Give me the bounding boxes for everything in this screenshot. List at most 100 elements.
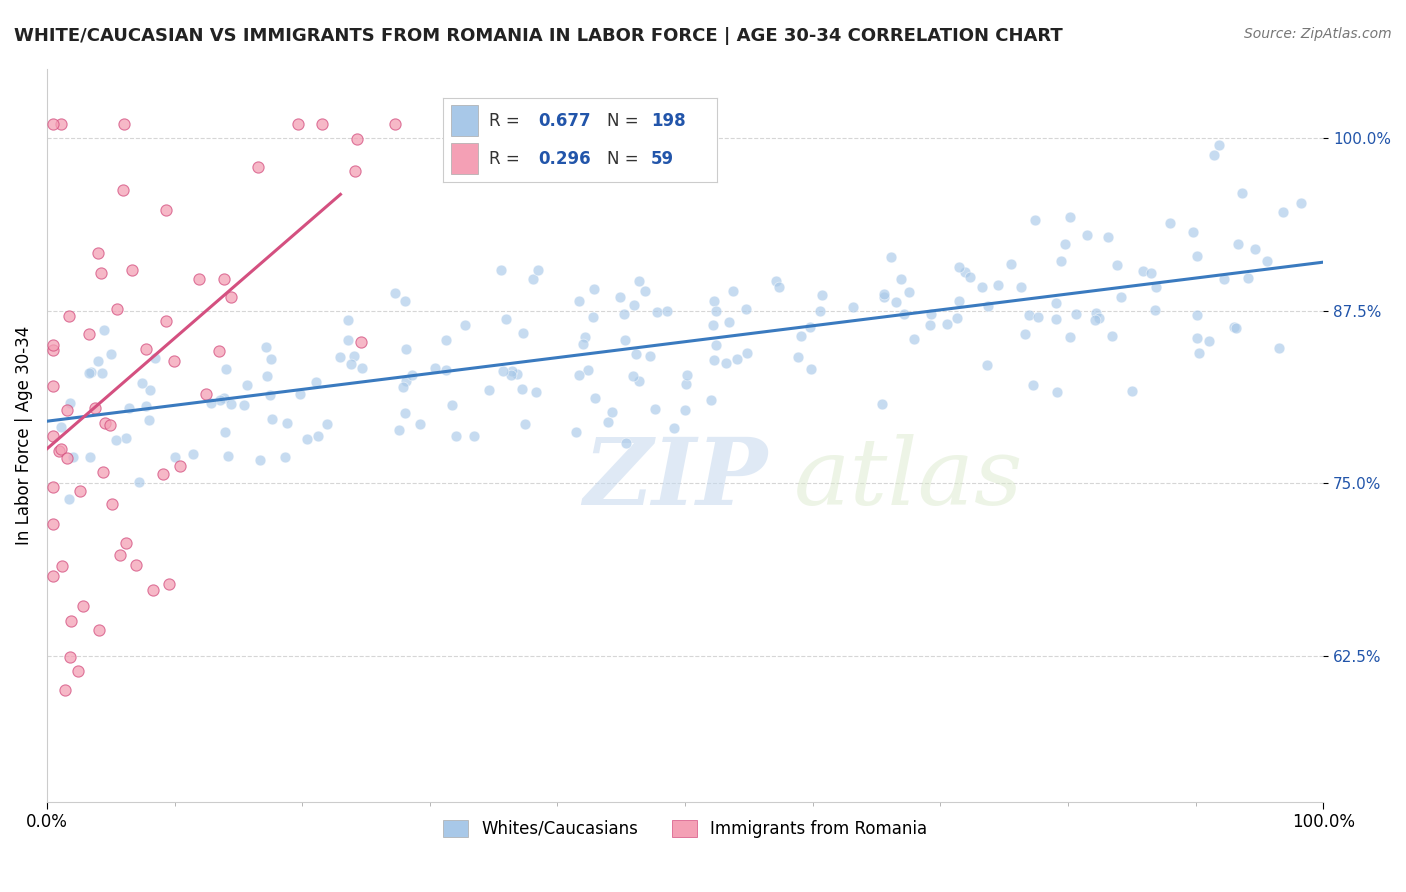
Point xyxy=(394,375,416,389)
Point xyxy=(842,300,865,314)
Point xyxy=(112,183,135,197)
Point xyxy=(1045,296,1067,310)
Point xyxy=(768,280,790,294)
Point xyxy=(187,272,209,286)
Point xyxy=(101,497,124,511)
Point xyxy=(388,423,411,437)
Point xyxy=(1097,230,1119,244)
Point xyxy=(42,117,65,131)
Point xyxy=(305,376,328,390)
Point xyxy=(614,334,637,348)
Point xyxy=(623,298,645,312)
Text: atlas: atlas xyxy=(793,434,1024,524)
Point xyxy=(1105,259,1128,273)
Point xyxy=(55,402,77,417)
Point xyxy=(441,398,464,412)
Point xyxy=(1084,313,1107,327)
Point xyxy=(970,280,993,294)
Point xyxy=(336,313,359,327)
Text: WHITE/CAUCASIAN VS IMMIGRANTS FROM ROMANIA IN LABOR FORCE | AGE 30-34 CORRELATIO: WHITE/CAUCASIAN VS IMMIGRANTS FROM ROMAN… xyxy=(14,27,1063,45)
Point xyxy=(657,304,679,318)
Point xyxy=(1225,320,1247,334)
Point xyxy=(1045,312,1067,326)
Point xyxy=(870,397,893,411)
Point xyxy=(1143,303,1166,318)
Point xyxy=(1024,212,1046,227)
Point xyxy=(1188,345,1211,359)
Point xyxy=(790,329,813,343)
Point xyxy=(260,412,283,426)
Point xyxy=(1026,310,1049,325)
Point xyxy=(79,450,101,465)
Point xyxy=(42,343,65,358)
Point xyxy=(714,356,737,370)
Point xyxy=(976,299,998,313)
Point xyxy=(249,453,271,467)
Point xyxy=(1230,186,1253,200)
Point xyxy=(489,263,512,277)
Point xyxy=(42,379,65,393)
Point xyxy=(115,431,138,445)
Point xyxy=(200,396,222,410)
Point xyxy=(1202,148,1225,162)
Point xyxy=(91,465,114,479)
Point xyxy=(492,363,515,377)
Point xyxy=(295,432,318,446)
Point xyxy=(1045,385,1067,400)
Point xyxy=(384,117,406,131)
Point xyxy=(62,450,84,465)
Point xyxy=(235,377,257,392)
Point xyxy=(100,347,122,361)
Point xyxy=(394,407,416,421)
Point xyxy=(673,403,696,417)
Point xyxy=(920,307,942,321)
Point xyxy=(77,367,100,381)
Point xyxy=(260,351,283,366)
Point xyxy=(395,342,418,356)
Point xyxy=(1237,270,1260,285)
Point xyxy=(898,285,921,299)
Text: Source: ZipAtlas.com: Source: ZipAtlas.com xyxy=(1244,27,1392,41)
Point xyxy=(662,421,685,435)
Point xyxy=(478,383,501,397)
Point xyxy=(425,361,447,376)
Point xyxy=(920,318,942,332)
Point xyxy=(582,310,605,325)
Point xyxy=(90,266,112,280)
Point xyxy=(401,368,423,383)
Point xyxy=(512,326,534,340)
Point xyxy=(703,294,725,309)
Point xyxy=(42,568,65,582)
Point xyxy=(872,290,894,304)
Point xyxy=(339,357,361,371)
Point xyxy=(254,340,277,354)
Point xyxy=(596,415,619,429)
Point xyxy=(522,272,544,286)
Text: ZIP: ZIP xyxy=(583,434,768,524)
Point xyxy=(384,285,406,300)
Point xyxy=(1084,306,1107,320)
Point xyxy=(621,369,644,384)
Point xyxy=(640,350,662,364)
Point xyxy=(811,288,834,302)
Point xyxy=(53,683,76,698)
Point xyxy=(315,417,337,431)
Point xyxy=(208,393,231,408)
Point xyxy=(787,351,810,365)
Point xyxy=(800,362,823,376)
Point xyxy=(495,312,517,326)
Point xyxy=(524,385,547,400)
Point xyxy=(58,309,80,323)
Point xyxy=(675,376,697,391)
Point xyxy=(613,307,636,321)
Point xyxy=(568,294,591,309)
Point xyxy=(1187,308,1209,322)
Point xyxy=(1243,242,1265,256)
Point xyxy=(1208,137,1230,152)
Point xyxy=(936,317,959,331)
Point xyxy=(159,576,181,591)
Point xyxy=(336,333,359,347)
Point xyxy=(1272,205,1295,219)
Point xyxy=(1022,378,1045,392)
Point xyxy=(624,347,647,361)
